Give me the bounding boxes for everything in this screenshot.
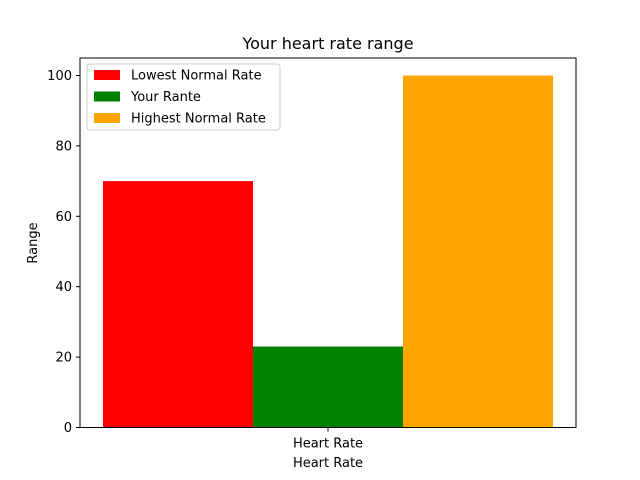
bar-lowest-normal-rate [103,181,253,427]
legend-swatch [94,70,120,80]
y-tick-label: 100 [47,69,72,84]
y-tick-label: 20 [55,351,72,366]
legend: Lowest Normal Rate Your Rante Highest Norm… [87,64,280,130]
legend-label: Your Rante [130,90,201,105]
chart-title: Your heart rate range [241,34,413,53]
x-tick-label: Heart Rate [293,437,363,452]
y-axis: 0 20 40 60 80 100 [47,69,80,436]
y-tick-label: 0 [64,421,72,436]
x-axis-label: Heart Rate [293,456,363,471]
bar-highest-normal-rate [403,76,553,428]
x-axis: Heart Rate [293,428,363,452]
y-tick-label: 80 [55,139,72,154]
bar-your-rante [253,347,403,428]
legend-swatch [94,92,120,102]
y-tick-label: 60 [55,210,72,225]
legend-label: Lowest Normal Rate [131,69,262,84]
legend-label: Highest Normal Rate [131,112,266,127]
legend-swatch [94,113,120,123]
y-axis-label: Range [26,222,41,263]
y-tick-label: 40 [55,280,72,295]
